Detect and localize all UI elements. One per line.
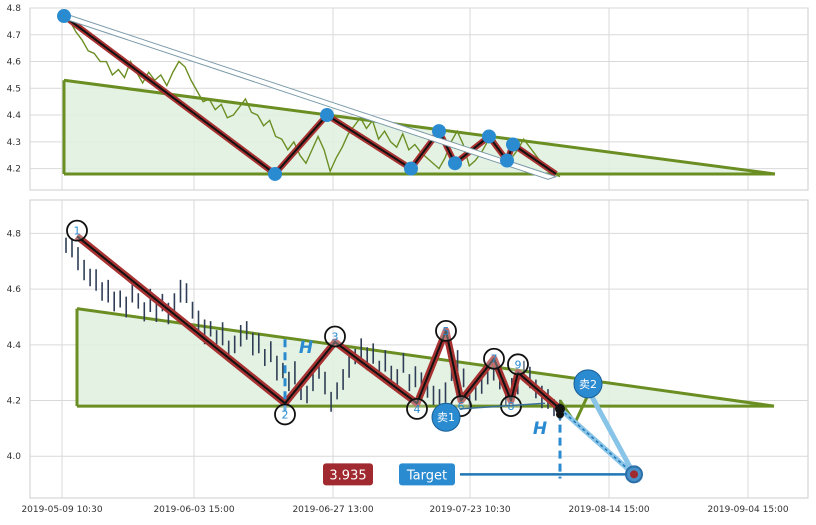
sell-signal-1 bbox=[431, 402, 461, 432]
xtick-label: 2019-07-23 10:30 bbox=[429, 505, 510, 515]
top-ytick-label: 4.7 bbox=[7, 31, 21, 41]
top-ytick-label: 4.8 bbox=[7, 4, 22, 14]
bottom-ytick-label: 4.2 bbox=[7, 397, 21, 407]
top-pivot-marker bbox=[482, 129, 496, 144]
sell-signal-label: 卖1 bbox=[437, 411, 455, 424]
top-ytick-label: 4.2 bbox=[7, 165, 21, 175]
top-ytick-label: 4.3 bbox=[7, 138, 21, 148]
target-label: Target bbox=[406, 468, 447, 483]
pivot-circle-4 bbox=[406, 397, 428, 420]
sell1-connector bbox=[459, 402, 546, 410]
breakout-dot-2 bbox=[556, 410, 564, 419]
top-ytick-label: 4.4 bbox=[7, 111, 22, 121]
bottom-ytick-label: 4.0 bbox=[7, 452, 22, 462]
pivot-circle-2 bbox=[274, 403, 296, 426]
pivot-circle-1 bbox=[66, 219, 88, 242]
top-zigzag-inner bbox=[63, 15, 557, 175]
height-label-2: H bbox=[533, 419, 547, 439]
top-pivot-marker bbox=[268, 166, 282, 181]
sell-signal-2 bbox=[573, 369, 603, 399]
pivot-circle-9 bbox=[507, 353, 529, 376]
top-pivot-marker bbox=[57, 9, 71, 24]
bottom-triangle-upper bbox=[76, 307, 775, 408]
pivot-label-4: 4 bbox=[414, 403, 421, 416]
pivot-label-9: 9 bbox=[515, 358, 522, 371]
top-triangle-upper bbox=[63, 78, 776, 176]
target-value-box bbox=[323, 463, 373, 486]
pivot-circle-3 bbox=[324, 325, 346, 348]
pivot-label-2: 2 bbox=[282, 408, 289, 421]
pivot-label-7: 7 bbox=[491, 353, 498, 366]
xtick-label: 2019-08-14 15:00 bbox=[568, 505, 649, 515]
sell-signal-label: 卖2 bbox=[579, 378, 597, 391]
top-pivot-marker bbox=[448, 156, 462, 171]
top-pivot-marker bbox=[404, 161, 418, 176]
target-box bbox=[399, 463, 455, 486]
xtick-label: 2019-09-04 15:00 bbox=[707, 505, 788, 515]
target-marker-core bbox=[630, 470, 638, 479]
pivot-label-6: 6 bbox=[458, 400, 465, 413]
xtick-label: 2019-06-03 15:00 bbox=[153, 505, 234, 515]
xtick-label: 2019-05-09 10:30 bbox=[21, 505, 102, 515]
pivot-circle-5 bbox=[435, 319, 457, 342]
top-ytick-label: 4.6 bbox=[7, 58, 22, 68]
pivot-circle-7 bbox=[483, 347, 505, 370]
top-pivot-marker bbox=[320, 108, 334, 123]
top-pivot-marker bbox=[432, 124, 446, 139]
top-ytick-label: 4.5 bbox=[7, 84, 21, 94]
top-panel: 4.8 4.7 4.6 4.5 4.4 4.3 4.2 bbox=[7, 4, 809, 191]
top-pivot-marker bbox=[506, 137, 520, 152]
projection-line-inner bbox=[559, 408, 635, 475]
bottom-panel: 2019-05-09 10:30 2019-06-03 15:00 2019-06-… bbox=[7, 199, 809, 515]
pivot-label-8: 8 bbox=[508, 400, 515, 413]
bottom-ytick-label: 4.6 bbox=[7, 285, 22, 295]
bottom-ytick-label: 4.8 bbox=[7, 229, 22, 239]
bottom-zigzag-inner bbox=[76, 235, 561, 410]
pivot-label-1: 1 bbox=[74, 225, 81, 238]
target-value-label: 3.935 bbox=[329, 468, 366, 483]
xtick-label: 2019-06-27 13:00 bbox=[292, 505, 373, 515]
top-pivot-marker bbox=[500, 153, 514, 168]
pivot-label-5: 5 bbox=[443, 325, 450, 338]
projection-line-2 bbox=[585, 388, 637, 476]
bottom-ytick-label: 4.4 bbox=[7, 341, 22, 351]
pivot-label-3: 3 bbox=[332, 330, 339, 343]
height-label: H bbox=[299, 338, 313, 358]
